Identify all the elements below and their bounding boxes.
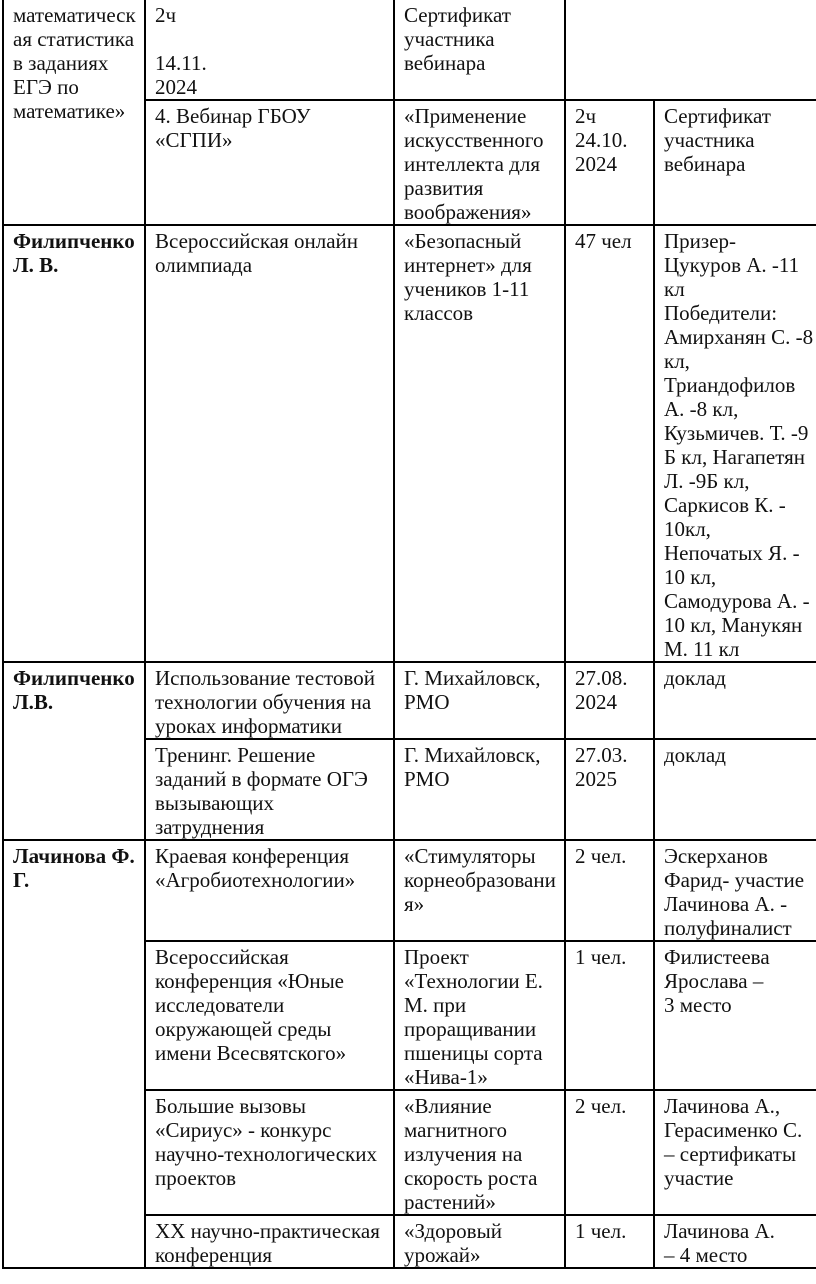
table-row: Филипченко Л. В. Всероссийская онлайн ол… [2,224,816,663]
topic-cell: «Безопасный интернет» для учеников 1-11 … [393,224,566,663]
participants-cell: 47 чел [564,224,655,663]
event-cell: Краевая конференция «Агробиотехнологии» [144,839,395,942]
table-row: Всероссийская конференция «Юные исследов… [3,940,816,1091]
participants-cell: 2 чел. [564,839,655,942]
table-row: Филипченко Л.В. Использование тестовой т… [2,661,816,841]
hours-date-cell: 2ч 24.10. 2024 [564,99,655,226]
teacher-name-cell: Лачинова Ф. Г. [2,839,146,1269]
hours-date-cell: 2ч 14.11. 2024 [144,0,395,101]
empty-cell [564,0,816,101]
result-cell: Филистеева Ярослава – 3 место [653,940,816,1091]
table-row: Лачинова Ф. Г. Краевая конференция «Агро… [2,839,816,1269]
topic-cell: «Применение искусственного интеллекта дл… [393,99,566,226]
event-cell: Использование тестовой технологии обучен… [144,661,395,740]
event-cell: Тренинг. Решение заданий в формате ОГЭ в… [144,738,395,841]
participants-cell: 2 чел. [564,1089,655,1216]
topic-cell: Проект «Технологии Е. М. при проращивани… [393,940,566,1091]
event-cell: Всероссийская конференция «Юные исследов… [144,940,395,1091]
date-cell: 27.08. 2024 [564,661,655,740]
table-row: математическ ая статистика в заданиях ЕГ… [2,0,816,226]
topic-cell: «Стимуляторы корнеобразовани я» [393,839,566,942]
event-cell: Всероссийская онлайн олимпиада [144,224,395,663]
event-cell: 4. Вебинар ГБОУ «СГПИ» [144,99,395,226]
table-row: Тренинг. Решение заданий в формате ОГЭ в… [3,738,816,841]
topic-cell: Г. Михайловск, РМО [393,738,566,841]
date-cell: 27.03. 2025 [564,738,655,841]
participants-cell: 1 чел. [564,940,655,1091]
event-cell: Большие вызовы «Сириус» - конкурс научно… [144,1089,395,1216]
teacher-name-cell: Филипченко Л.В. [2,661,146,841]
result-cell: доклад [653,738,816,841]
participants-cell: 1 чел. [564,1214,655,1269]
result-cell: доклад [653,661,816,740]
table-row: Большие вызовы «Сириус» - конкурс научно… [3,1089,816,1216]
event-cell: ХХ научно-практическая конференция [144,1214,395,1269]
topic-cell: Г. Михайловск, РМО [393,661,566,740]
topic-cell: «Влияние магнитного излучения на скорост… [393,1089,566,1216]
result-cell: Сертификат участника вебинара [393,0,566,101]
table-row: ХХ научно-практическая конференция «Здор… [3,1214,816,1269]
table-row: 4. Вебинар ГБОУ «СГПИ» «Применение искус… [3,99,816,226]
result-cell: Эскерханов Фарид- участие Лачинова А. - … [653,839,816,942]
topic-cell: «Здоровый урожай» [393,1214,566,1269]
left-continued-text-cell: математическ ая статистика в заданиях ЕГ… [2,0,146,226]
result-cell: Лачинова А., Герасименко С. – сертификат… [653,1089,816,1216]
result-cell: Лачинова А. – 4 место [653,1214,816,1269]
result-cell: Сертификат участника вебинара [653,99,816,226]
teacher-name-cell: Филипченко Л. В. [2,224,146,663]
result-cell: Призер- Цукуров А. -11 кл Победители: Ам… [653,224,816,663]
